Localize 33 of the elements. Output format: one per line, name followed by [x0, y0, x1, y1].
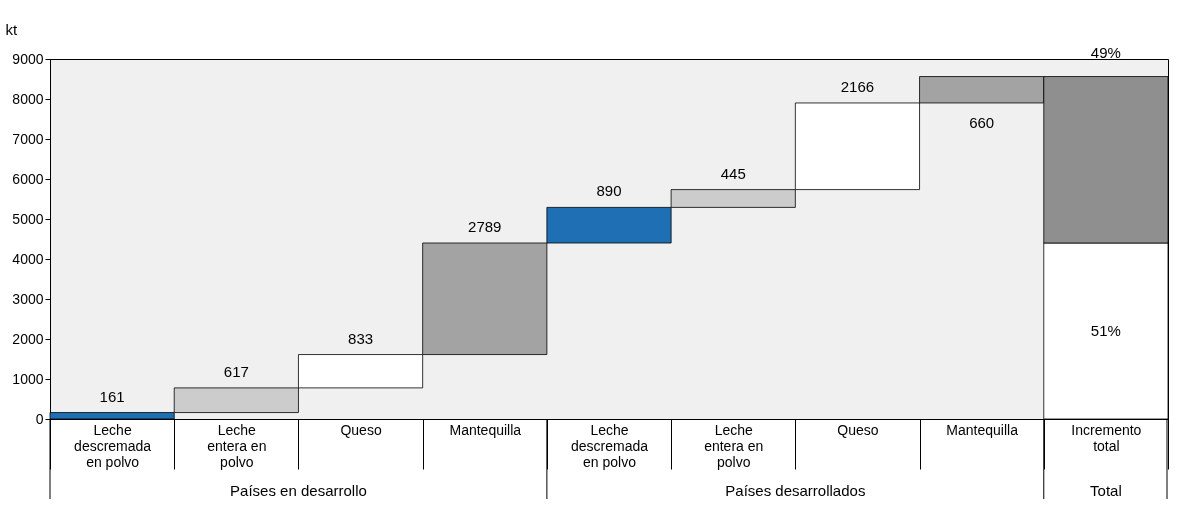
y-tick-label: 0	[35, 410, 44, 427]
data-label: 660	[969, 113, 995, 131]
data-label: 890	[596, 182, 622, 200]
y-tick-label: 2000	[12, 330, 44, 347]
x-tick-label: Incremento total	[1071, 421, 1142, 454]
y-tick-label: 1000	[12, 370, 44, 387]
y-tick-label: 6000	[12, 170, 44, 187]
x-tick-label: Leche entera en polvo	[207, 421, 267, 470]
data-label: 617	[223, 362, 249, 380]
x-tick-label: Queso	[837, 421, 879, 438]
y-tick-label: 3000	[12, 290, 44, 307]
annotation: 51%	[1090, 322, 1121, 339]
text: Países en desarrollo	[230, 482, 367, 499]
x-tick-label: Leche descremada en polvo	[74, 421, 152, 470]
data-label: 161	[99, 387, 125, 405]
y-tick-label: 8000	[12, 90, 44, 107]
y-tick-label: 7000	[12, 130, 44, 147]
x-tick-label: Leche descremada en polvo	[570, 421, 649, 470]
y-tick-label: 4000	[12, 250, 44, 267]
text: Total	[1090, 482, 1122, 499]
x-tick-label: Mantequilla	[449, 421, 522, 438]
data-label: 833	[348, 329, 374, 347]
x-tick-label: Mantequilla	[946, 421, 1019, 438]
data-label: 2789	[468, 218, 502, 235]
x-tick-label: Leche entera en polvo	[704, 421, 764, 470]
data-label: 2166	[840, 77, 875, 95]
y-tick-label: 9000	[12, 50, 44, 67]
annotation: 49%	[1090, 43, 1121, 61]
y-tick-label: 5000	[12, 210, 44, 227]
text: Países desarrollados	[725, 482, 866, 499]
data-label: 445	[720, 164, 746, 182]
y-axis-title: kt	[5, 20, 18, 38]
x-tick-label: Queso	[340, 421, 382, 438]
